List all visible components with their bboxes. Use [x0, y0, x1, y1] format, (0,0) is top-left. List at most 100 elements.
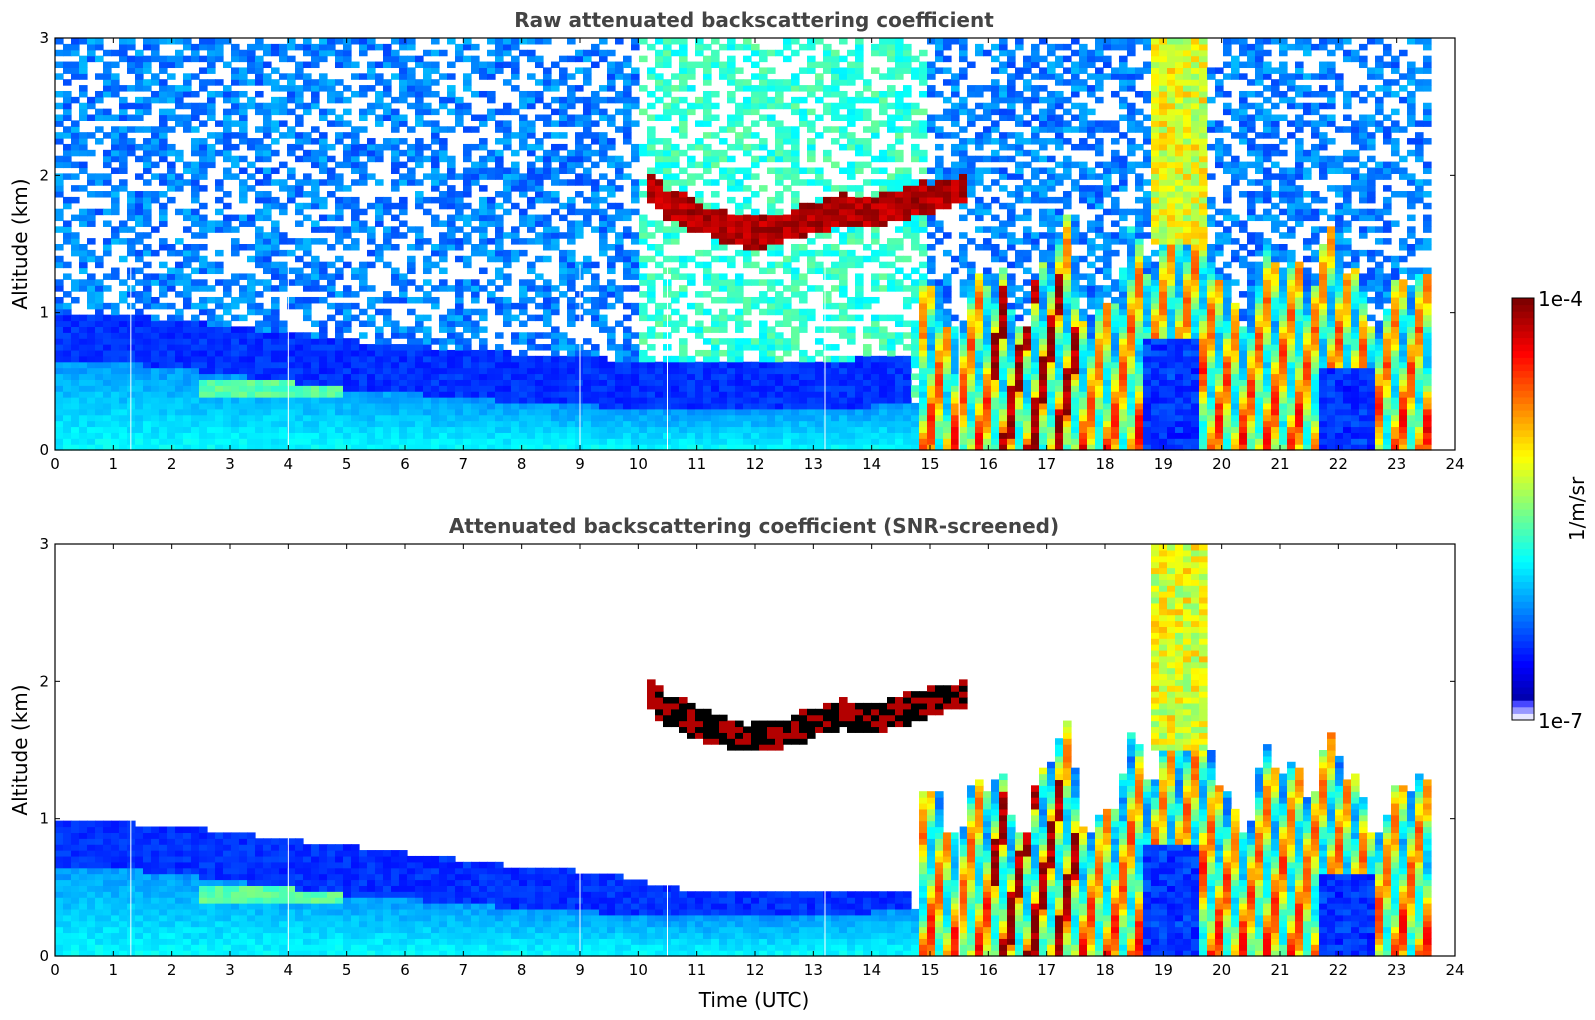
heatmap-cell	[887, 420, 896, 428]
heatmap-cell	[503, 426, 512, 433]
heatmap-cell	[327, 420, 336, 428]
heatmap-cell	[743, 220, 752, 227]
heatmap-cell	[807, 238, 816, 245]
heatmap-cell	[607, 385, 616, 392]
heatmap-cell	[471, 226, 480, 233]
heatmap-cell	[423, 73, 432, 80]
heatmap-cell	[335, 238, 344, 245]
heatmap-cell	[575, 132, 584, 139]
heatmap-cell	[287, 414, 296, 422]
heatmap-cell	[151, 349, 160, 357]
heatmap-cell	[559, 391, 568, 398]
heatmap-cell	[847, 220, 856, 227]
heatmap-cell	[407, 67, 416, 74]
heatmap-cell	[191, 432, 200, 439]
heatmap-cell	[311, 90, 320, 98]
heatmap-cell	[855, 414, 864, 422]
heatmap-cell	[527, 432, 536, 439]
heatmap-cell	[487, 61, 496, 69]
heatmap-cell	[271, 320, 280, 327]
heatmap-cell	[439, 191, 448, 198]
heatmap-cell	[335, 79, 344, 86]
heatmap-cell	[775, 220, 784, 227]
heatmap-cell	[607, 438, 616, 445]
heatmap-cell	[527, 314, 536, 322]
heatmap-cell	[743, 226, 752, 233]
heatmap-cell	[207, 96, 216, 104]
heatmap-cell	[239, 379, 248, 386]
heatmap-cell	[407, 79, 416, 86]
heatmap-cell	[143, 291, 152, 298]
heatmap-cell	[271, 432, 280, 439]
heatmap-cell	[55, 338, 64, 345]
heatmap-cell	[711, 432, 720, 439]
heatmap-cell	[407, 355, 416, 363]
heatmap-cell	[119, 161, 128, 169]
heatmap-cell	[215, 385, 224, 392]
heatmap-cell	[111, 391, 120, 398]
heatmap-cell	[743, 102, 752, 110]
heatmap-cell	[55, 355, 64, 363]
heatmap-cell	[519, 361, 528, 369]
heatmap-cell	[863, 391, 872, 398]
heatmap-cell	[311, 349, 320, 357]
heatmap-cell	[783, 296, 792, 304]
heatmap-cell	[727, 344, 736, 351]
heatmap-cell	[655, 161, 664, 169]
heatmap-cell	[735, 349, 744, 357]
heatmap-cell	[727, 291, 736, 298]
heatmap-cell	[263, 344, 272, 351]
heatmap-cell	[703, 73, 712, 80]
heatmap-cell	[591, 302, 600, 310]
heatmap-cell	[783, 102, 792, 110]
heatmap-cell	[239, 391, 248, 398]
heatmap-cell	[95, 96, 104, 104]
heatmap-cell	[751, 214, 760, 222]
heatmap-cell	[599, 426, 608, 433]
heatmap-cell	[831, 249, 840, 257]
heatmap-cell	[335, 96, 344, 104]
heatmap-cell	[383, 344, 392, 351]
heatmap-cell	[175, 414, 184, 422]
heatmap-cell	[335, 420, 344, 428]
heatmap-cell	[399, 73, 408, 80]
heatmap-cell	[383, 232, 392, 239]
heatmap-cell	[183, 402, 192, 410]
heatmap-cell	[503, 397, 512, 404]
heatmap-cell	[703, 61, 712, 69]
heatmap-cell	[87, 273, 96, 280]
heatmap-cell	[223, 367, 232, 375]
heatmap-cell	[343, 444, 352, 451]
heatmap-cell	[359, 143, 368, 151]
heatmap-cell	[87, 255, 96, 263]
heatmap-cell	[855, 238, 864, 245]
heatmap-cell	[543, 320, 552, 327]
heatmap-cell	[847, 185, 856, 192]
heatmap-cell	[375, 296, 384, 304]
heatmap-cell	[679, 391, 688, 398]
heatmap-cell	[751, 90, 760, 98]
heatmap-cell	[727, 238, 736, 245]
heatmap-cell	[423, 367, 432, 375]
heatmap-cell	[671, 102, 680, 110]
heatmap-cell	[343, 185, 352, 192]
heatmap-cell	[743, 373, 752, 380]
heatmap-cell	[751, 397, 760, 404]
heatmap-cell	[807, 55, 816, 63]
heatmap-cell	[103, 444, 112, 451]
heatmap-cell	[423, 291, 432, 298]
heatmap-cell	[543, 220, 552, 227]
heatmap-cell	[391, 373, 400, 380]
heatmap-cell	[823, 432, 832, 439]
heatmap-cell	[367, 102, 376, 110]
heatmap-cell	[647, 102, 656, 110]
heatmap-cell	[351, 432, 360, 439]
heatmap-cell	[135, 96, 144, 104]
heatmap-cell	[335, 179, 344, 186]
heatmap-cell	[551, 308, 560, 316]
heatmap-cell	[439, 179, 448, 186]
heatmap-cell	[103, 332, 112, 339]
heatmap-cell	[335, 273, 344, 280]
heatmap-cell	[695, 102, 704, 110]
heatmap-cell	[551, 173, 560, 180]
